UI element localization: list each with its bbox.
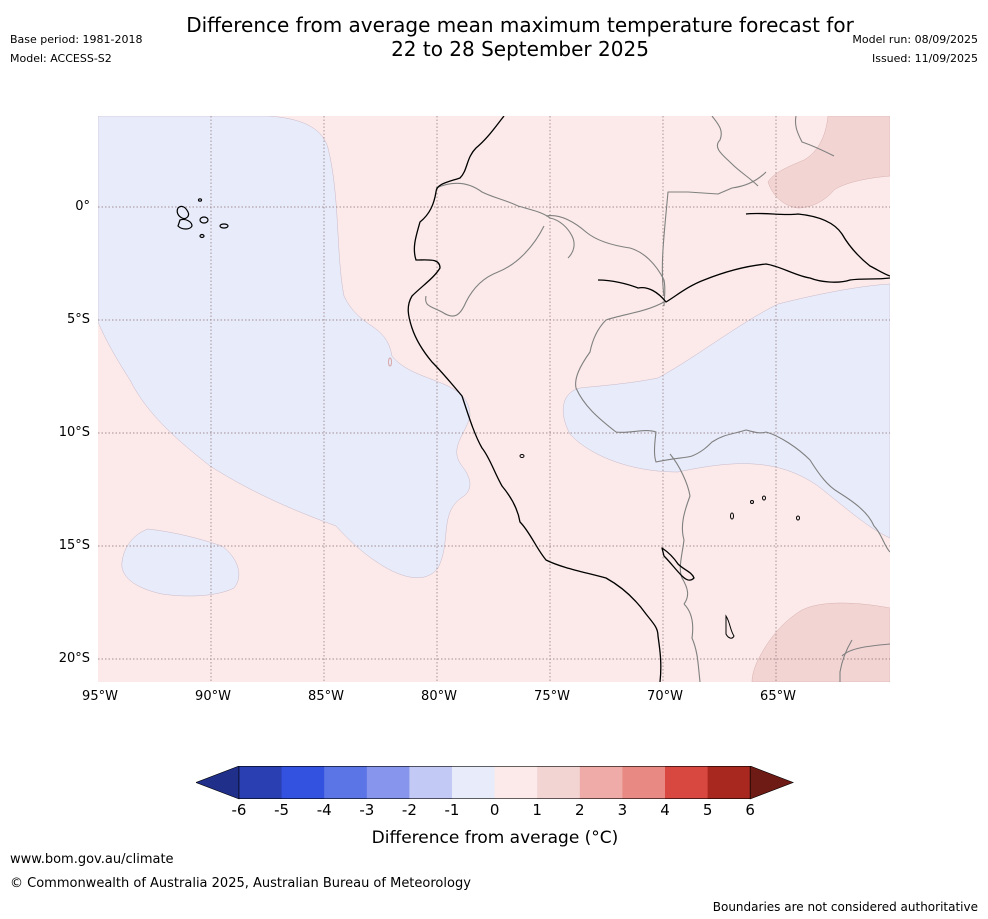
graticule <box>98 116 890 682</box>
lon-label-75w: 75°W <box>534 689 570 704</box>
colorbar-tick-label: 1 <box>532 801 542 819</box>
anomaly-region-1-to-2-north <box>767 116 890 209</box>
lon-label-85w: 85°W <box>308 689 344 704</box>
colorbar-tick-label: 2 <box>575 801 585 819</box>
colorbar-segment <box>452 766 495 799</box>
colorbar-segment <box>366 766 410 799</box>
colorbar-tick-label: 0 <box>489 801 500 819</box>
colorbar <box>196 766 794 800</box>
colorbar-segment <box>239 766 282 799</box>
issued-text: Issued: 11/09/2025 <box>871 52 978 65</box>
colorbar-segment <box>622 766 666 799</box>
lat-label-15s: 15°S <box>58 538 90 553</box>
colorbar-tick-label: 6 <box>745 801 755 819</box>
anomaly-map <box>98 116 890 682</box>
lon-label-65w: 65°W <box>760 689 796 704</box>
country-borders <box>425 116 890 682</box>
colorbar-segment <box>324 766 368 799</box>
colorbar-label: Difference from average (°C) <box>371 828 619 848</box>
colorbar-segment <box>579 766 623 799</box>
galapagos-islands <box>176 198 229 239</box>
base-period-text: Base period: 1981-2018 <box>10 33 143 46</box>
colorbar-tick-label: 4 <box>660 801 670 819</box>
puna-island <box>388 357 392 367</box>
colorbar-tick-label: 5 <box>702 801 713 819</box>
footer-disclaimer: Boundaries are not considered authoritat… <box>712 900 978 914</box>
model-run-text: Model run: 08/09/2025 <box>852 33 978 46</box>
colorbar-arrow-high <box>749 766 794 800</box>
coastlines <box>407 116 890 682</box>
lon-label-90w: 90°W <box>195 689 231 704</box>
anomaly-region-minus1-to-0-pacific <box>98 116 471 578</box>
lat-label-0: 0° <box>75 199 90 214</box>
lon-label-70w: 70°W <box>647 689 683 704</box>
colorbar-segment <box>409 766 453 799</box>
colorbar-tick-label: -5 <box>274 801 290 819</box>
lat-label-20s: 20°S <box>58 651 90 666</box>
lat-label-5s: 5°S <box>66 312 90 327</box>
inland-lakes <box>519 454 800 639</box>
colorbar-tick-label: -1 <box>444 801 460 819</box>
anomaly-region-minus1-to-0-east <box>562 283 890 539</box>
colorbar-tick-label: -6 <box>231 801 247 819</box>
colorbar-tick-label: -3 <box>359 801 375 819</box>
colorbar-segment <box>665 766 708 799</box>
lon-label-95w: 95°W <box>82 689 118 704</box>
lat-label-10s: 10°S <box>58 425 90 440</box>
anomaly-region-1-to-2-south <box>751 602 890 682</box>
colorbar-tick-label: 3 <box>617 801 628 819</box>
colorbar-tick-label: -4 <box>316 801 332 819</box>
colorbar-segment <box>281 766 325 799</box>
title-line-2: 22 to 28 September 2025 <box>391 37 649 61</box>
model-text: Model: ACCESS-S2 <box>10 52 112 65</box>
footer-url: www.bom.gov.au/climate <box>10 852 174 867</box>
colorbar-segment <box>537 766 581 799</box>
colorbar-outline <box>238 766 751 800</box>
lon-label-80w: 80°W <box>421 689 457 704</box>
colorbar-tick-label: -2 <box>401 801 417 819</box>
colorbar-segment <box>494 766 538 799</box>
title-line-1: Difference from average mean maximum tem… <box>186 13 854 37</box>
colorbar-segment <box>707 766 751 799</box>
map-title: Difference from average mean maximum tem… <box>0 13 988 61</box>
colorbar-arrow-low <box>196 766 240 800</box>
footer-copyright: © Commonwealth of Australia 2025, Austra… <box>10 876 471 891</box>
